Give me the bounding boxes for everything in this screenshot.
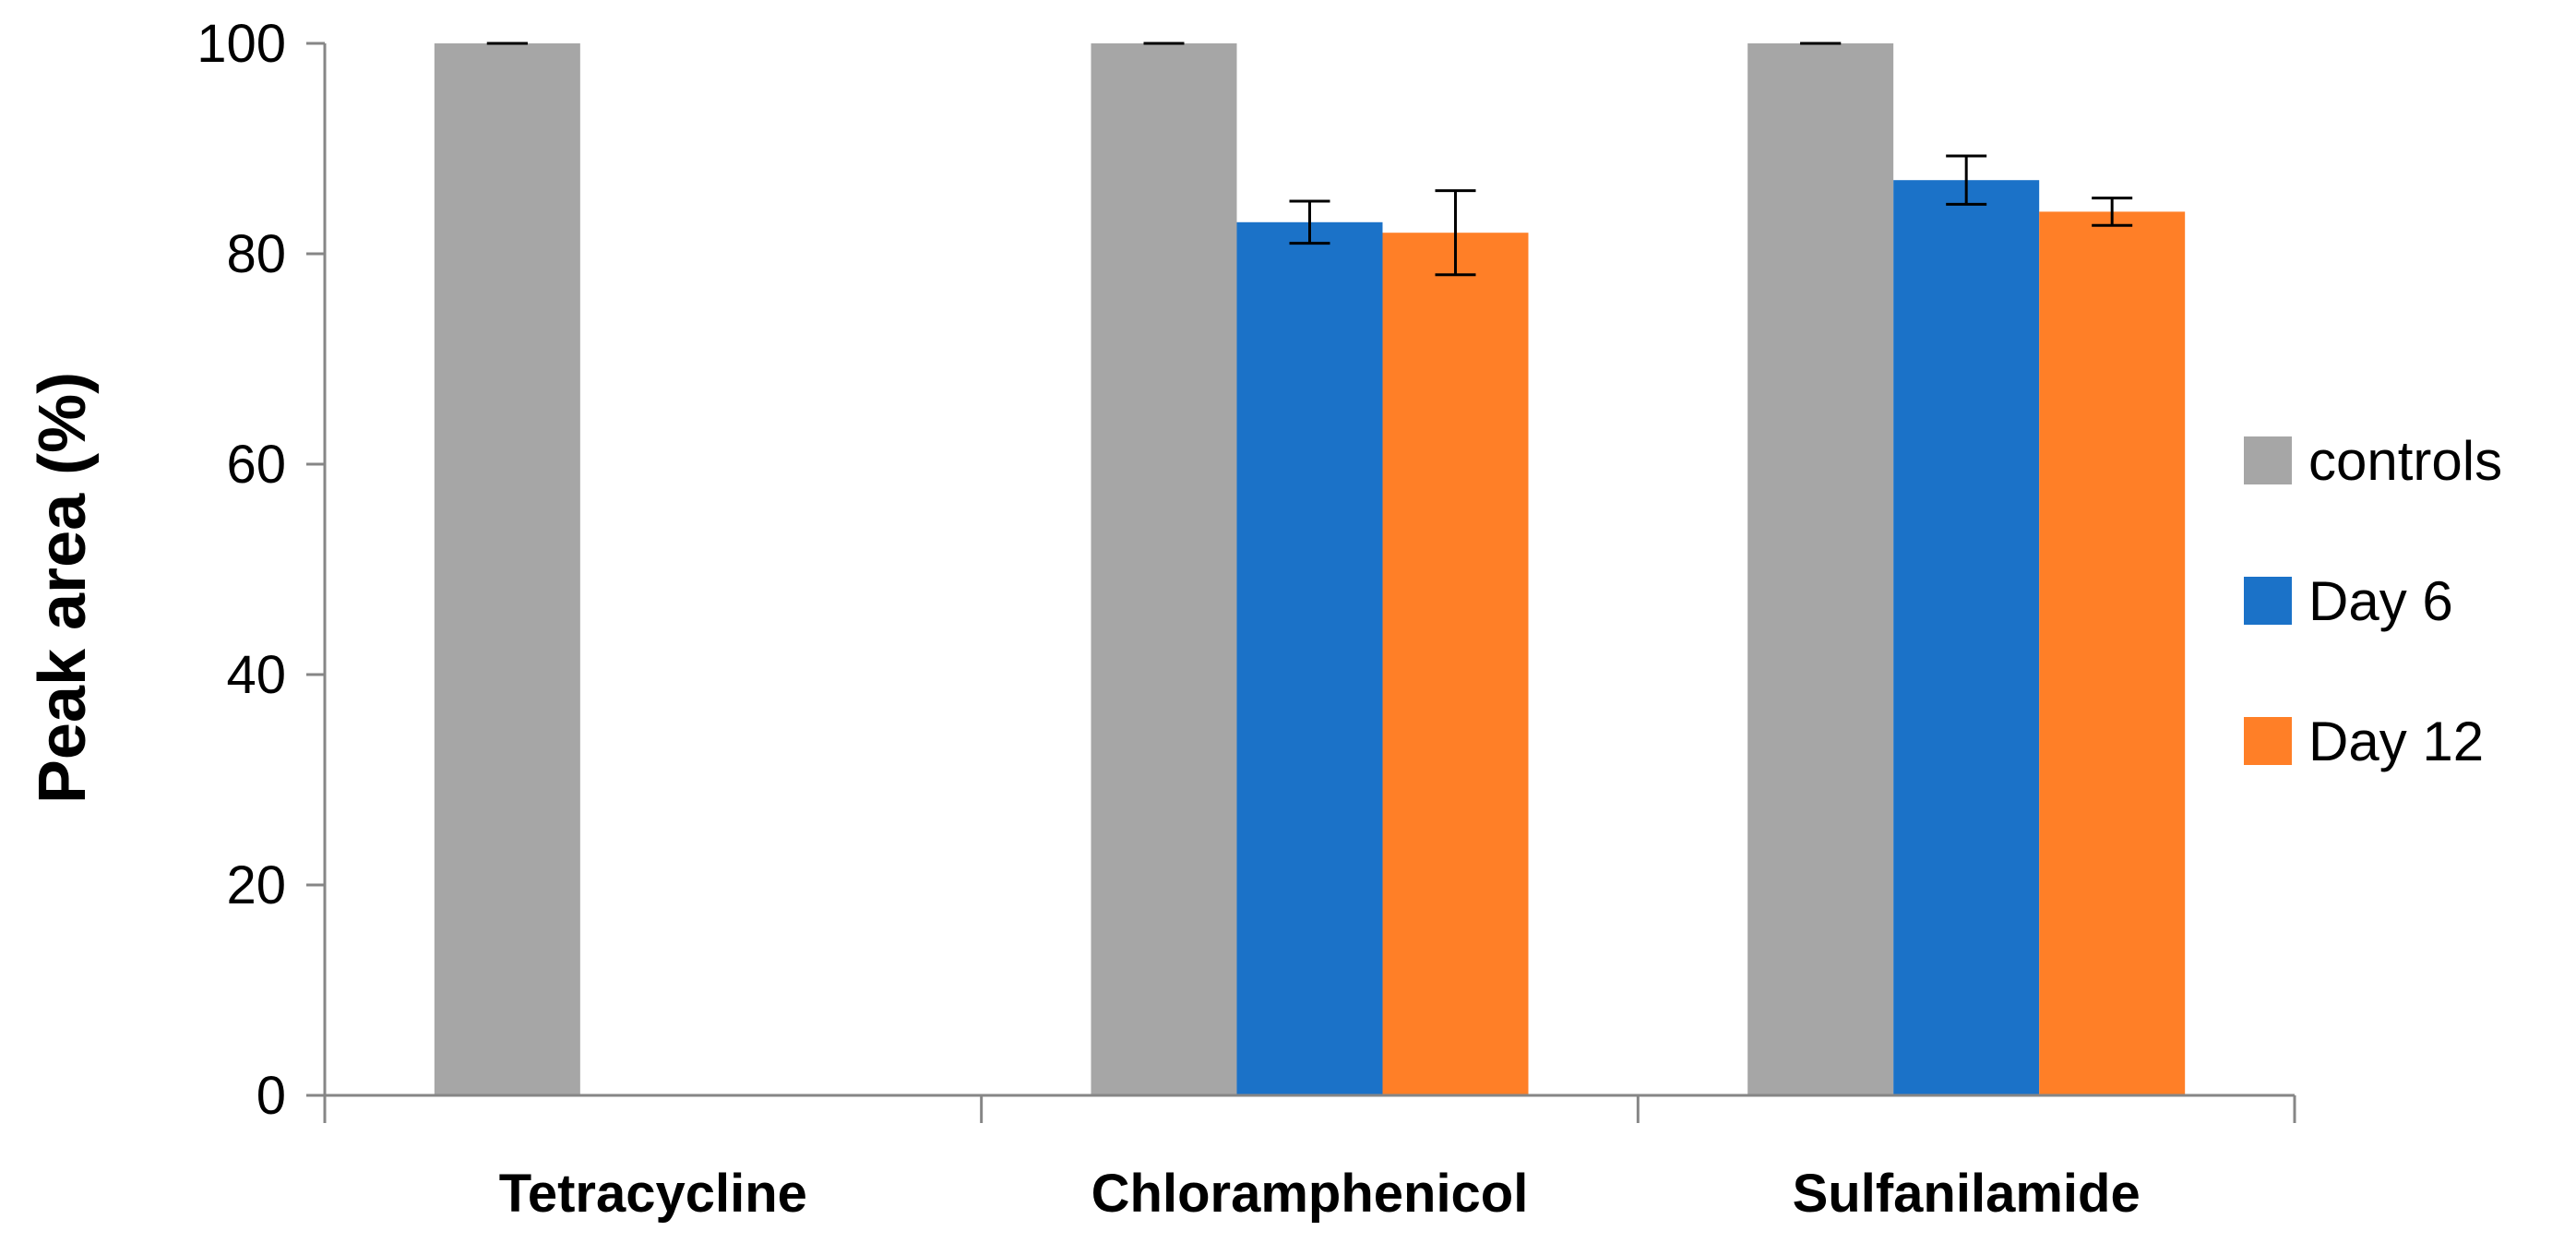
legend-swatch [2244,577,2292,625]
error-bar-day-6-sulfanilamide [1946,154,1987,206]
legend-swatch [2244,717,2292,765]
x-category-label: Sulfanilamide [1793,1164,2141,1224]
bars [434,43,2186,1096]
y-tick-label: 80 [226,224,286,284]
bar-controls-chloramphenicol [1091,43,1237,1095]
legend-entry-day-6: Day 6 [2244,570,2453,632]
y-axis-title: Peak area (%) [26,372,100,804]
axes: 0 20 40 60 80 100 Tetracycline Chloramphenicol S… [197,14,2296,1224]
bar-day-12-sulfanilamide [2039,211,2186,1095]
legend: controls Day 6 Day 12 [2244,430,2502,772]
legend-label: controls [2308,430,2502,492]
legend-entry-day-12: Day 12 [2244,711,2484,772]
bar-day-12-chloramphenicol [1382,233,1529,1095]
y-tick-label: 100 [197,14,286,74]
error-bar-day-6-chloramphenicol [1289,199,1330,245]
bar-day-6-chloramphenicol [1236,221,1383,1096]
legend-entry-controls: controls [2244,430,2502,492]
x-category-label: Tetracycline [499,1164,807,1224]
bar-controls-tetracycline [434,43,580,1095]
legend-swatch [2244,436,2292,484]
legend-label: Day 6 [2308,570,2453,632]
y-tick-label: 20 [226,855,286,915]
legend-label: Day 12 [2308,711,2484,772]
x-category-label: Chloramphenicol [1091,1164,1529,1224]
error-bar-day-12-chloramphenicol [1435,189,1476,277]
error-bar-day-12-sulfanilamide [2092,197,2133,227]
y-tick-label: 0 [256,1066,286,1126]
y-tick-label: 40 [226,645,286,705]
bar-day-6-sulfanilamide [1893,180,2040,1095]
bar-controls-sulfanilamide [1747,43,1894,1095]
y-tick-label: 60 [226,435,286,495]
